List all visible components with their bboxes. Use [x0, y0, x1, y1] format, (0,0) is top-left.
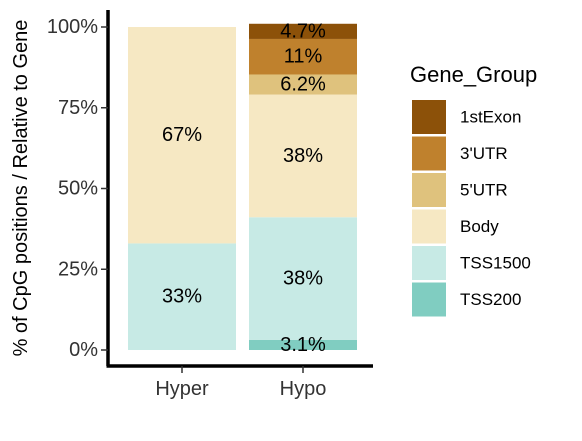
bar-hypo-1stexon	[249, 23, 357, 39]
bar-hypo-body	[249, 94, 357, 218]
y-axis-title-group: % of CpG positions / Relative to Gene	[10, 20, 32, 357]
data-label-hyper-tss1500: 33%	[162, 286, 202, 308]
y-tick-label: 75%	[58, 97, 98, 119]
bar-hyper-body	[128, 27, 236, 244]
data-label-hypo-5utr: 6.2%	[280, 73, 326, 95]
y-tick-label: 50%	[58, 178, 98, 200]
legend-title: Gene_Group	[410, 62, 537, 87]
y-tick-label: 0%	[69, 339, 98, 361]
legend-label-5utr: 5'UTR	[460, 181, 508, 200]
x-tick-label-hyper: Hyper	[155, 378, 209, 400]
segment-labels: 33% 67% 3.1% 38% 38% 6.2% 11% 4.7%	[162, 20, 326, 356]
legend-key-tss200	[412, 282, 446, 317]
legend-label-3utr: 3'UTR	[460, 144, 508, 163]
bar-hypo-tss1500	[249, 217, 357, 340]
y-tick-label: 25%	[58, 258, 98, 280]
data-label-hyper-body: 67%	[162, 124, 202, 146]
legend-label-1stexon: 1stExon	[460, 108, 521, 127]
data-label-hypo-body: 38%	[283, 145, 323, 167]
y-axis-title: % of CpG positions / Relative to Gene	[10, 20, 32, 357]
bars	[128, 23, 357, 350]
legend-label-body: Body	[460, 217, 499, 236]
legend: Gene_Group 1stExon 3'UTR 5'UTR Body TSS1500 T…	[410, 62, 537, 317]
legend-label-tss1500: TSS1500	[460, 254, 531, 273]
data-label-hypo-1stexon: 4.7%	[280, 20, 326, 42]
data-label-hypo-3utr: 11%	[284, 46, 323, 68]
legend-key-body	[412, 209, 446, 244]
x-tick-label-hypo: Hypo	[280, 378, 327, 400]
legend-key-1stexon	[412, 100, 446, 134]
legend-key-3utr	[412, 136, 446, 171]
bar-hypo-5utr	[249, 74, 357, 95]
bar-hypo-3utr	[249, 38, 357, 75]
legend-key-5utr	[412, 173, 446, 207]
axes: 0% 25% 50% 75% 100% Hyper Hypo	[47, 10, 373, 400]
y-tick-label: 100%	[47, 16, 98, 38]
data-label-hypo-tss200: 3.1%	[280, 334, 326, 356]
data-label-hypo-tss1500: 38%	[283, 268, 323, 290]
legend-label-tss200: TSS200	[460, 290, 521, 309]
legend-key-tss1500	[412, 246, 446, 280]
bar-hyper-tss1500	[128, 243, 236, 350]
bar-hypo-tss200	[249, 339, 357, 350]
